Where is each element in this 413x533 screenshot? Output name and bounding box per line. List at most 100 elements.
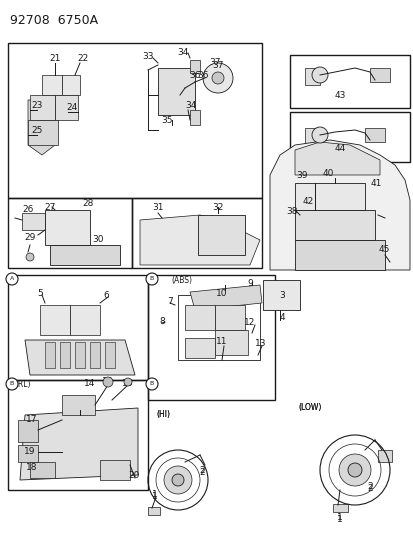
Bar <box>8 43 261 198</box>
Bar <box>55 95 78 120</box>
Text: 10: 10 <box>216 289 227 298</box>
Text: 2: 2 <box>366 484 372 494</box>
Text: 38: 38 <box>285 207 297 216</box>
Text: 15: 15 <box>102 377 114 386</box>
Bar <box>18 445 38 462</box>
Bar <box>304 68 319 85</box>
Text: 27: 27 <box>44 203 56 212</box>
Text: 42: 42 <box>301 198 313 206</box>
Circle shape <box>146 273 158 285</box>
Text: 22: 22 <box>77 53 88 62</box>
Bar <box>42 75 62 95</box>
Text: 39: 39 <box>296 171 307 180</box>
Text: 35: 35 <box>161 116 172 125</box>
Text: 2: 2 <box>199 466 204 475</box>
Bar <box>45 342 55 368</box>
Text: 23: 23 <box>31 101 43 109</box>
Text: (DRL): (DRL) <box>9 381 31 390</box>
Bar <box>294 240 384 270</box>
Text: 37: 37 <box>209 58 220 67</box>
Text: 40: 40 <box>322 168 333 177</box>
Bar <box>70 305 100 335</box>
Text: 37: 37 <box>212 61 223 69</box>
Text: 33: 33 <box>142 52 153 61</box>
Bar <box>60 342 70 368</box>
Text: (HI): (HI) <box>156 410 170 419</box>
Bar <box>147 507 159 515</box>
Text: 1: 1 <box>336 513 342 522</box>
Text: 14: 14 <box>84 379 95 389</box>
Bar <box>8 198 132 268</box>
Text: 45: 45 <box>377 246 389 254</box>
Bar <box>18 420 38 442</box>
Text: 24: 24 <box>66 102 78 111</box>
Circle shape <box>211 72 223 84</box>
Bar <box>294 183 364 210</box>
Text: B: B <box>10 382 14 386</box>
Bar <box>22 213 45 230</box>
Bar <box>8 380 147 490</box>
Text: 8: 8 <box>159 318 164 327</box>
Bar <box>100 460 130 480</box>
Text: 11: 11 <box>216 337 227 346</box>
Text: 17: 17 <box>26 416 38 424</box>
Polygon shape <box>269 140 409 270</box>
Text: 13: 13 <box>255 340 266 349</box>
Bar <box>185 338 214 358</box>
Bar <box>30 462 55 478</box>
Text: 12: 12 <box>244 319 255 327</box>
Text: 18: 18 <box>26 464 38 472</box>
Circle shape <box>103 377 113 387</box>
Text: 29: 29 <box>24 233 36 243</box>
Text: (HI): (HI) <box>156 410 170 419</box>
Bar <box>377 450 391 462</box>
Text: 92708  6750A: 92708 6750A <box>10 14 98 27</box>
Text: 31: 31 <box>152 204 164 213</box>
Bar <box>185 305 214 330</box>
Text: 32: 32 <box>212 203 223 212</box>
Circle shape <box>171 474 183 486</box>
Text: 3: 3 <box>278 290 284 300</box>
Text: (LOW): (LOW) <box>298 403 321 413</box>
Polygon shape <box>140 215 259 265</box>
Text: 1: 1 <box>152 490 157 499</box>
Text: 2: 2 <box>199 469 204 478</box>
Circle shape <box>311 127 327 143</box>
Bar <box>30 95 55 120</box>
Polygon shape <box>25 340 135 375</box>
Polygon shape <box>20 408 138 480</box>
Text: 36: 36 <box>197 70 208 79</box>
Polygon shape <box>28 100 55 155</box>
Text: 28: 28 <box>82 198 93 207</box>
Text: 5: 5 <box>37 289 43 298</box>
Polygon shape <box>294 142 379 175</box>
Circle shape <box>347 463 361 477</box>
Text: 34: 34 <box>185 101 196 109</box>
Text: A: A <box>10 277 14 281</box>
Text: 7: 7 <box>167 297 173 306</box>
Text: 1: 1 <box>152 492 157 502</box>
Text: B: B <box>150 382 154 386</box>
Circle shape <box>6 378 18 390</box>
Text: 21: 21 <box>49 53 61 62</box>
Text: 2: 2 <box>366 482 372 491</box>
Text: 16: 16 <box>122 379 133 389</box>
Circle shape <box>146 378 158 390</box>
Text: 1: 1 <box>336 515 342 524</box>
Circle shape <box>202 63 233 93</box>
Bar <box>369 68 389 82</box>
Bar <box>147 275 274 400</box>
Text: 6: 6 <box>103 292 109 301</box>
Text: 30: 30 <box>92 236 104 245</box>
Bar <box>75 342 85 368</box>
Text: 26: 26 <box>22 206 33 214</box>
Text: 36: 36 <box>189 70 200 79</box>
Text: 4: 4 <box>278 313 284 322</box>
Text: 34: 34 <box>177 47 188 56</box>
Circle shape <box>164 466 192 494</box>
Bar <box>190 110 199 125</box>
Bar <box>45 210 90 245</box>
Bar <box>158 68 195 115</box>
Bar <box>262 280 299 310</box>
Bar <box>132 198 261 268</box>
